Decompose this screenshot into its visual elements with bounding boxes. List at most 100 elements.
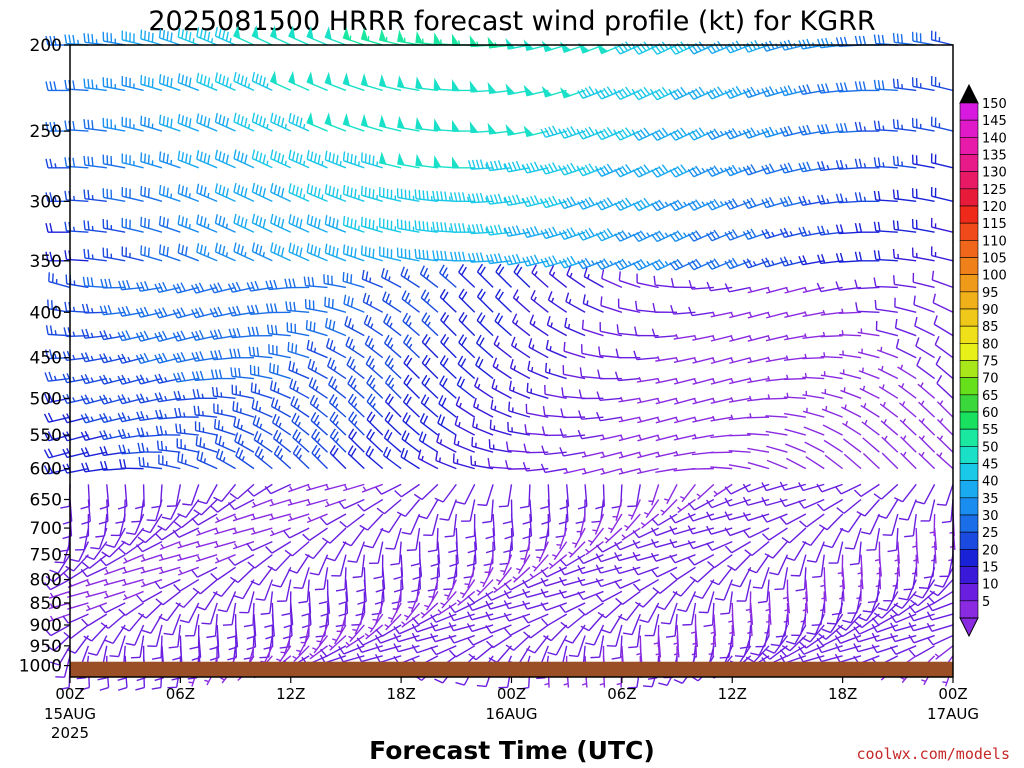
wind-barb [583, 267, 604, 289]
wind-barb [485, 193, 512, 205]
wind-barb [762, 645, 788, 660]
wind-barb [414, 220, 439, 233]
wind-barb [779, 227, 806, 239]
wind-barb [360, 216, 383, 233]
colorbar-label: 55 [982, 423, 999, 438]
wind-barb [692, 377, 715, 385]
wind-barb [348, 624, 365, 643]
wind-barb [504, 160, 531, 173]
wind-barb [761, 126, 788, 138]
wind-barb [396, 247, 420, 262]
wind-barb [476, 579, 494, 596]
wind-barb [892, 189, 917, 203]
wind-barb [879, 401, 899, 418]
wind-barb [401, 513, 421, 535]
wind-barb [83, 624, 108, 642]
colorbar-swatch [959, 446, 979, 464]
wind-barb [595, 126, 623, 141]
wind-barb [918, 435, 936, 453]
wind-barb [292, 445, 310, 470]
wind-barb [595, 163, 623, 177]
wind-barb [857, 328, 880, 337]
wind-barb [480, 566, 494, 588]
y-tick-label: 550 [30, 426, 62, 446]
wind-barb [401, 613, 420, 628]
wind-barb [413, 483, 439, 501]
wind-barb [229, 566, 255, 584]
wind-barb [380, 268, 402, 289]
x-tick-label: 06Z [166, 685, 195, 703]
wind-barb [520, 541, 531, 564]
wind-barb [669, 513, 696, 524]
wind-barb [692, 433, 714, 440]
wind-barb [158, 114, 181, 132]
wind-barb [196, 150, 218, 169]
wind-barb [428, 579, 439, 601]
wind-barb [308, 377, 328, 399]
wind-barb [121, 217, 144, 233]
wind-barb [137, 442, 162, 453]
wind-barb [379, 217, 402, 233]
wind-barb [651, 328, 678, 339]
wind-barb [853, 643, 880, 653]
wind-barb [158, 215, 181, 233]
wind-barb [125, 513, 145, 536]
wind-barb [485, 253, 512, 265]
wind-barb [158, 151, 181, 169]
wind-barb [421, 334, 439, 359]
wind-barb [243, 602, 255, 628]
wind-barb [306, 243, 328, 262]
wind-barb [432, 190, 457, 203]
wind-barb [687, 512, 715, 522]
wind-barb [632, 566, 659, 576]
wind-barb [802, 286, 825, 294]
wind-barb [378, 151, 402, 169]
wind-barb [932, 293, 954, 313]
wind-barb [421, 312, 439, 337]
wind-barb [516, 554, 531, 574]
wind-barb [119, 459, 144, 470]
wind-barb [177, 73, 200, 92]
wind-barb [476, 288, 494, 313]
wind-barb [265, 279, 291, 291]
wind-barb [48, 272, 71, 289]
wind-barb [633, 350, 659, 361]
wind-barb [383, 313, 402, 337]
wind-barb [595, 86, 623, 100]
wind-barb [914, 316, 935, 337]
wind-barb [908, 612, 935, 622]
wind-barb [85, 602, 108, 612]
wind-barb [724, 511, 751, 521]
wind-barb [728, 397, 751, 403]
wind-barb [384, 411, 402, 436]
wind-barb [43, 464, 71, 475]
wind-barb [177, 215, 200, 233]
wind-barb [361, 483, 383, 493]
wind-barb [765, 415, 788, 418]
wind-barb [508, 380, 531, 399]
wind-barb [687, 554, 715, 566]
wind-barb [915, 484, 936, 505]
wind-barb [347, 445, 365, 470]
wind-barb [861, 419, 880, 436]
wind-barb [540, 463, 567, 474]
wind-barb [540, 566, 567, 578]
wind-barb [403, 354, 421, 380]
wind-barb [637, 467, 659, 475]
wind-barb [99, 394, 126, 405]
colorbar-swatch [959, 222, 979, 241]
wind-barb [692, 397, 715, 405]
wind-barb [417, 499, 439, 520]
wind-barb [706, 498, 733, 509]
wind-barb [332, 624, 347, 645]
wind-barb [529, 314, 549, 337]
wind-barb [729, 334, 751, 343]
wind-barb [448, 622, 475, 632]
wind-barb [64, 34, 89, 46]
wind-barb [286, 322, 310, 337]
wind-barb [466, 602, 494, 612]
colorbar-label: 25 [982, 526, 999, 541]
wind-barb [837, 554, 844, 577]
wind-barb [250, 382, 273, 399]
wind-barb [118, 444, 144, 455]
